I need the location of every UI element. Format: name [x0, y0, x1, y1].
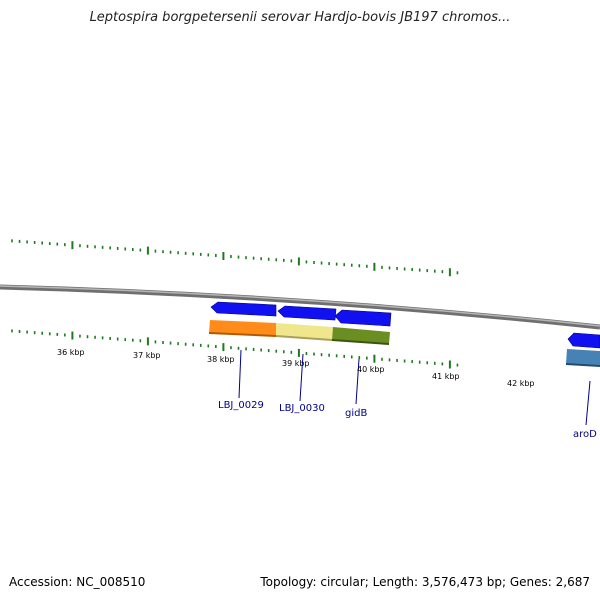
kbp-label: 40 kbp — [357, 365, 385, 374]
gene-arrow-gidb[interactable] — [334, 309, 392, 327]
gene-arrow-lbj-0029[interactable] — [210, 301, 277, 317]
gene-label-lbj-0029[interactable]: LBJ_0029 — [218, 400, 264, 411]
gene-label-gidb[interactable]: gidB — [345, 408, 367, 419]
kbp-label: 38 kbp — [207, 355, 235, 364]
kbp-label: 42 kbp — [507, 379, 535, 388]
kbp-label: 41 kbp — [432, 372, 460, 381]
gene-label-lbj-0030[interactable]: LBJ_0030 — [279, 403, 325, 414]
gene-label-arod[interactable]: aroD — [573, 429, 597, 440]
topology-summary: Topology: circular; Length: 3,576,473 bp… — [260, 575, 590, 589]
inner-tick-track — [11, 329, 459, 369]
kbp-label: 36 kbp — [57, 348, 85, 357]
accession-text: Accession: NC_008510 — [9, 575, 146, 589]
outer-tick-track — [11, 239, 459, 277]
feature-bar-arod[interactable] — [566, 349, 600, 366]
gene-arrow-arod[interactable] — [567, 332, 600, 349]
chromosome-backbone — [0, 284, 600, 330]
feature-bar-lbj-0029[interactable] — [209, 320, 276, 336]
feature-bar-lbj-0030[interactable] — [276, 323, 333, 340]
map-title: Leptospira borgpetersenii serovar Hardjo… — [89, 10, 511, 25]
kbp-label: 37 kbp — [133, 351, 161, 360]
kbp-label: 39 kbp — [282, 359, 310, 368]
feature-bar-gidb[interactable] — [332, 327, 390, 344]
gene-arrow-lbj-0030[interactable] — [277, 305, 337, 321]
